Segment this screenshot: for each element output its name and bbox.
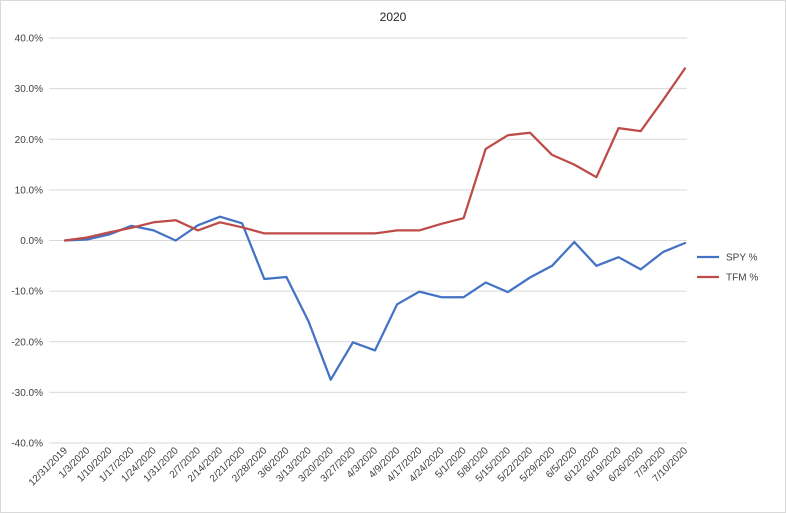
y-tick-label: -40.0% [11,439,43,450]
y-tick-label: 30.0% [15,84,43,95]
y-tick-label: -30.0% [11,388,43,399]
series-layer [63,67,687,381]
series-line-tfm [63,67,687,242]
legend-label: SPY % [726,253,758,264]
y-tick-label: 0.0% [20,236,43,247]
y-axis: -40.0% -30.0% -20.0% -10.0% 0.0% 10.0% 20.0% 30… [11,34,43,450]
y-tick-label: -20.0% [11,337,43,348]
y-tick-label: 10.0% [15,185,43,196]
y-tick-label: 40.0% [15,34,43,45]
chart-title: 2020 [380,10,407,24]
legend: SPY % TFM % [697,253,758,284]
series-line-spy [63,215,687,381]
y-tick-label: -10.0% [11,287,43,298]
grid-layer [49,37,687,444]
x-axis: 12/31/20191/3/20201/10/20201/17/20201/24… [27,445,690,488]
y-tick-label: 20.0% [15,135,43,146]
legend-label: TFM % [726,273,758,284]
